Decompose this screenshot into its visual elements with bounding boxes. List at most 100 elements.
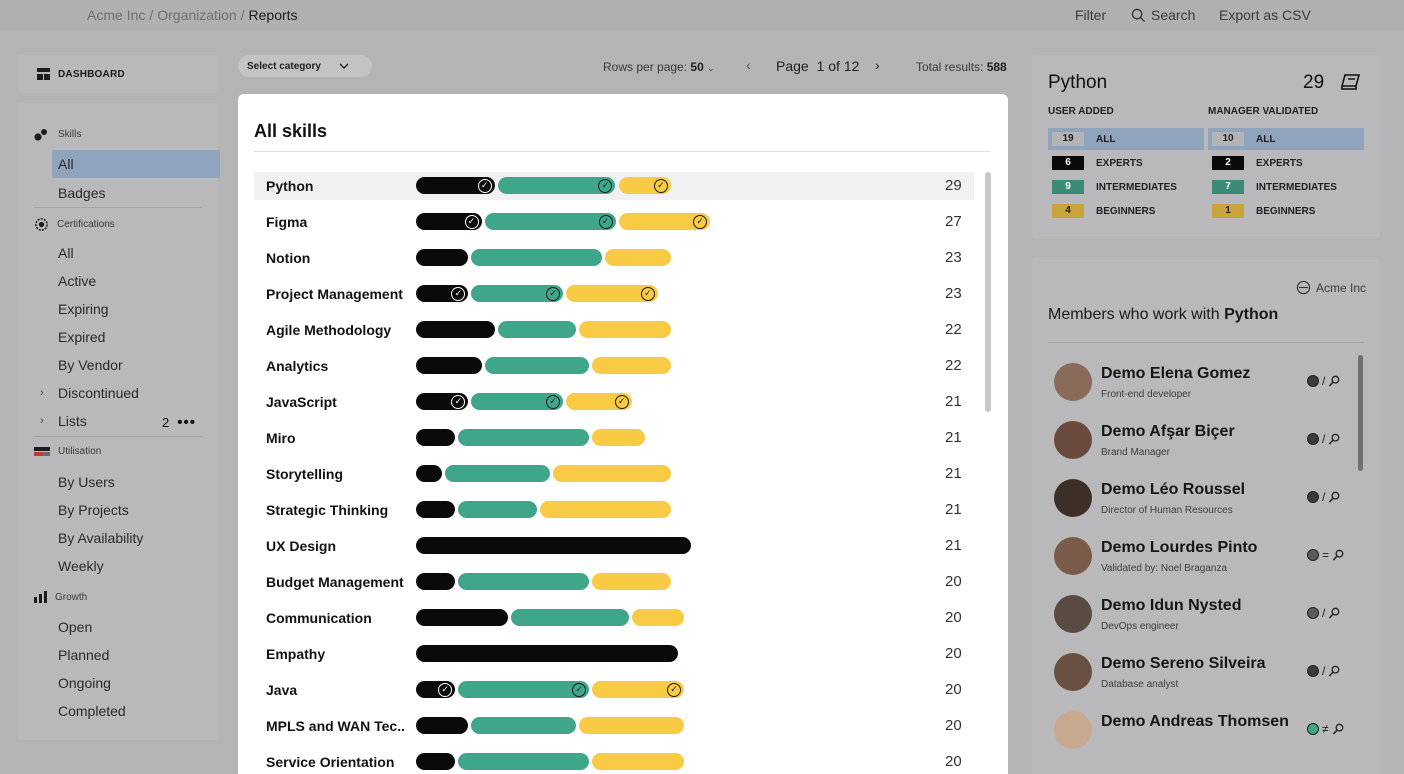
skill-row[interactable]: Storytelling 21 <box>254 460 974 488</box>
member-row[interactable]: Demo Andreas Thomsen ≠ <box>1052 708 1352 754</box>
bar-segment-intermediate <box>471 717 577 734</box>
relation-symbol: / <box>1322 432 1326 446</box>
member-row[interactable]: Demo Afşar Biçer Brand Manager / <box>1052 418 1352 464</box>
skill-count: 27 <box>945 213 962 230</box>
scrollbar[interactable] <box>985 172 991 412</box>
manager-validated-all[interactable]: 10 ALL <box>1208 128 1364 150</box>
skill-row[interactable]: Notion 23 <box>254 244 974 272</box>
member-role: Brand Manager <box>1101 447 1170 458</box>
skill-row[interactable]: Agile Methodology 22 <box>254 316 974 344</box>
breadcrumb-section[interactable]: Organization <box>157 7 237 23</box>
member-row[interactable]: Demo Léo Roussel Director of Human Resour… <box>1052 476 1352 522</box>
dashboard-button[interactable]: DASHBOARD <box>18 55 218 93</box>
user-added-all[interactable]: 19 ALL <box>1048 128 1204 150</box>
avatar <box>1054 421 1092 459</box>
verified-check-icon: ✓ <box>640 286 655 301</box>
bar-segment-expert: ✓ <box>416 177 495 194</box>
org-filter[interactable]: Acme Inc <box>1296 280 1366 295</box>
scrollbar[interactable] <box>1358 355 1363 471</box>
level-label: EXPERTS <box>1096 157 1143 169</box>
section-utilisation: Utilisation <box>34 446 101 457</box>
skill-row[interactable]: Communication 20 <box>254 604 974 632</box>
manager-validated-beginners[interactable]: 1 BEGINNERS <box>1208 200 1364 222</box>
skill-name: Java <box>266 682 298 698</box>
user-added-experts[interactable]: 6 EXPERTS <box>1048 152 1204 174</box>
sidebar-item-by-users[interactable]: By Users <box>58 474 115 490</box>
sidebar-item-badges[interactable]: Badges <box>58 185 106 201</box>
skill-row[interactable]: Analytics 22 <box>254 352 974 380</box>
bar-segment-beginner: ✓ <box>618 177 671 194</box>
skill-row[interactable]: Figma ✓ ✓ ✓ 27 <box>254 208 974 236</box>
skill-row[interactable]: Empathy 20 <box>254 640 974 668</box>
verified-check-icon: ✓ <box>598 214 613 229</box>
level-count: 1 <box>1212 204 1244 218</box>
export-csv-button[interactable]: Export as CSV <box>1219 7 1311 23</box>
verified-check-icon: ✓ <box>451 394 466 409</box>
verified-check-icon: ✓ <box>693 214 708 229</box>
manager-validated-experts[interactable]: 2 EXPERTS <box>1208 152 1364 174</box>
skill-count: 20 <box>945 717 962 734</box>
bar-segment-intermediate <box>471 249 603 266</box>
member-row[interactable]: Demo Elena Gomez Front-end developer / <box>1052 360 1352 406</box>
status-dot <box>1307 665 1319 677</box>
sidebar-item-by-projects[interactable]: By Projects <box>58 502 129 518</box>
bar-segment-intermediate <box>484 357 590 374</box>
organization-icon <box>1296 280 1311 295</box>
skill-name: Strategic Thinking <box>266 502 389 518</box>
skill-row[interactable]: MPLS and WAN Tec... 20 <box>254 712 974 740</box>
user-added-beginners[interactable]: 4 BEGINNERS <box>1048 200 1204 222</box>
more-options-icon[interactable]: ••• <box>177 414 196 431</box>
sidebar-item-by-availability[interactable]: By Availability <box>58 530 144 546</box>
utilisation-icon <box>34 446 50 456</box>
sidebar-item-by-vendor[interactable]: By Vendor <box>58 357 123 373</box>
sidebar-item-cert-all[interactable]: All <box>58 245 74 261</box>
sidebar-item-expiring[interactable]: Expiring <box>58 301 109 317</box>
sidebar-item-discontinued[interactable]: › Discontinued <box>40 385 139 401</box>
next-page-button[interactable]: › <box>875 57 880 73</box>
bar-segment-intermediate: ✓ <box>458 681 590 698</box>
skill-bar <box>416 429 936 446</box>
verified-check-icon: ✓ <box>438 682 453 697</box>
sidebar-nav: Skills All Badges Certifications All Act… <box>18 103 220 740</box>
skill-bar <box>416 501 936 518</box>
search-button[interactable]: Search <box>1131 7 1195 23</box>
sidebar-item-skills-all[interactable]: All <box>52 150 220 178</box>
member-role: Front-end developer <box>1101 389 1192 400</box>
sidebar-item-expired[interactable]: Expired <box>58 329 106 345</box>
verified-check-icon: ✓ <box>572 682 587 697</box>
manager-validated-intermediates[interactable]: 7 INTERMEDIATES <box>1208 176 1364 198</box>
sidebar-item-planned[interactable]: Planned <box>58 647 110 663</box>
user-added-intermediates[interactable]: 9 INTERMEDIATES <box>1048 176 1204 198</box>
breadcrumb-org[interactable]: Acme Inc <box>87 7 146 23</box>
bar-segment-beginner <box>592 573 671 590</box>
filter-button[interactable]: Filter <box>1075 7 1107 23</box>
skill-row[interactable]: JavaScript ✓ ✓ ✓ 21 <box>254 388 974 416</box>
sidebar-item-ongoing[interactable]: Ongoing <box>58 675 111 691</box>
sidebar-item-open[interactable]: Open <box>58 619 93 635</box>
prev-page-button[interactable]: ‹ <box>746 57 751 73</box>
members-panel: Acme Inc Members who work with Python De… <box>1032 257 1380 774</box>
skill-row[interactable]: Strategic Thinking 21 <box>254 496 974 524</box>
skill-row[interactable]: UX Design 21 <box>254 532 974 560</box>
sidebar-item-completed[interactable]: Completed <box>58 703 126 719</box>
relation-symbol: / <box>1322 374 1326 388</box>
sidebar-item-lists[interactable]: › Lists <box>40 413 87 429</box>
skill-row[interactable]: Service Orientation 20 <box>254 748 974 774</box>
member-row[interactable]: Demo Sereno Silveira Database analyst / <box>1052 650 1352 696</box>
member-row[interactable]: Demo Idun Nysted DevOps engineer / <box>1052 592 1352 638</box>
skill-row[interactable]: Budget Management 20 <box>254 568 974 596</box>
sidebar-item-weekly[interactable]: Weekly <box>58 558 104 574</box>
sidebar-item-active[interactable]: Active <box>58 273 97 289</box>
member-status: / <box>1307 664 1341 678</box>
rows-per-page[interactable]: Rows per page: 50 ⌄ <box>603 60 715 74</box>
skill-row[interactable]: Miro 21 <box>254 424 974 452</box>
skill-row[interactable]: Project Management ✓ ✓ ✓ 23 <box>254 280 974 308</box>
divider <box>34 207 202 208</box>
skill-row[interactable]: Python ✓ ✓ ✓ 29 <box>254 172 974 200</box>
category-select[interactable]: Select category <box>238 55 372 77</box>
skill-count: 23 <box>945 249 962 266</box>
member-row[interactable]: Demo Lourdes Pinto Validated by: Noel Bra… <box>1052 534 1352 580</box>
skill-row[interactable]: Java ✓ ✓ ✓ 20 <box>254 676 974 704</box>
badge-icon[interactable] <box>1341 73 1361 91</box>
skills-title: Skills <box>58 129 82 140</box>
